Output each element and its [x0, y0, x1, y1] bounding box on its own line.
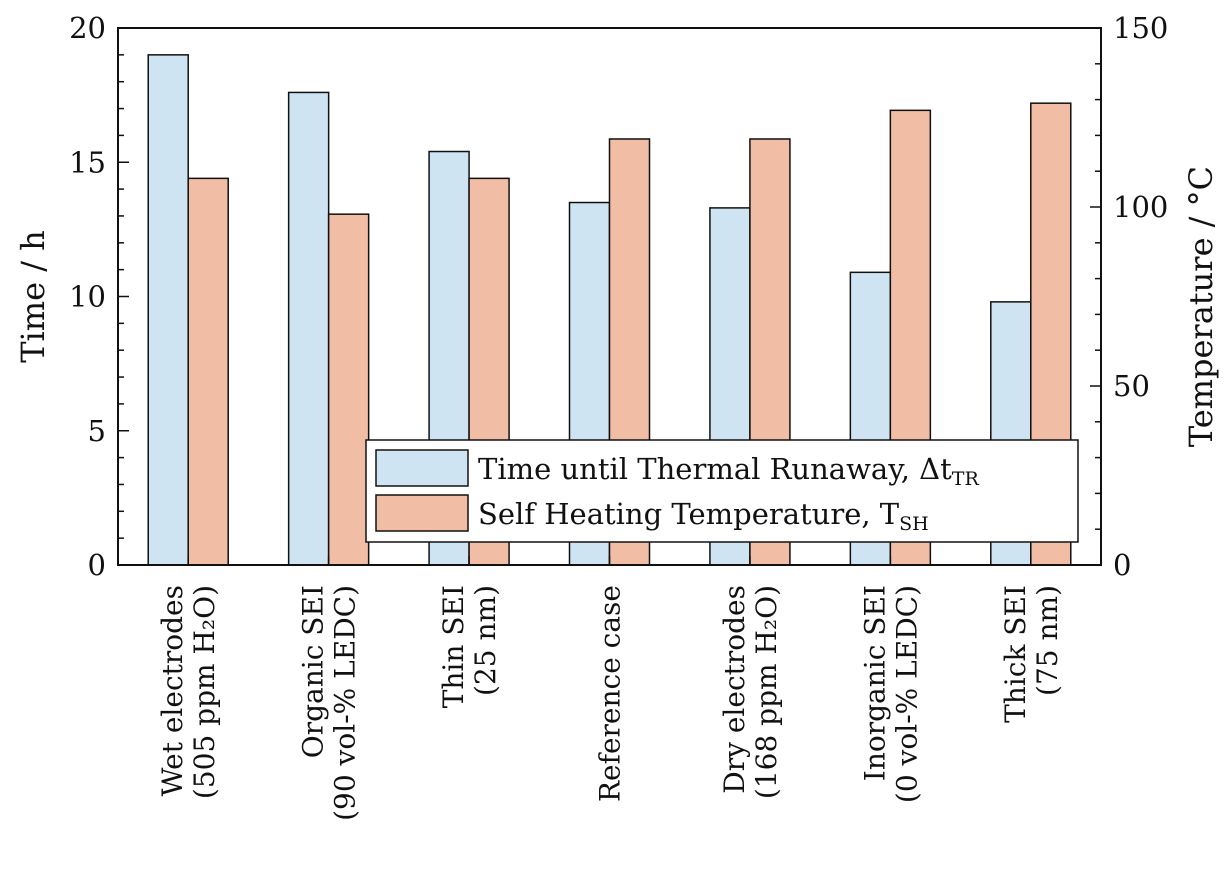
bar-temperature-1 [327, 213, 370, 566]
legend-items: Time until Thermal Runaway, ΔtTR Self Hea… [375, 449, 979, 535]
bar-time-0 [147, 54, 189, 566]
legend-label: Time until Thermal Runaway, ΔtTR [478, 452, 979, 490]
y-axis-right-title: Temperature / °C [1182, 166, 1220, 447]
x-category-label: Thick SEI(75 nm) [999, 585, 1064, 723]
x-category-label: Organic SEI(90 vol-% LEDC) [297, 585, 362, 821]
y-right-tick-label: 0 [1113, 548, 1131, 582]
y-axis-title: Time / h [14, 230, 52, 363]
y-right-tick-label: 150 [1113, 11, 1168, 45]
category-labels: Wet electrodes(505 ppm H₂O) Organic SEI(9… [156, 585, 1064, 821]
ticks-layer: 0 5 10 15 20 0 50 100 150 [69, 11, 1168, 582]
legend-swatch [375, 494, 469, 532]
legend: Time until Thermal Runaway, ΔtTR Self Hea… [365, 439, 1079, 543]
y-right-tick-label: 50 [1113, 369, 1150, 403]
legend-label: Self Heating Temperature, TSH [478, 497, 929, 535]
y-tick-label: 5 [88, 414, 106, 448]
legend-box [365, 439, 1079, 543]
bar-temperature-0 [187, 177, 229, 566]
y-tick-label: 0 [88, 548, 106, 582]
x-category-label: Reference case [594, 585, 627, 802]
bar-time-1 [287, 91, 330, 566]
x-category-label: Wet electrodes(505 ppm H₂O) [156, 585, 221, 799]
legend-swatch [375, 449, 469, 487]
y-tick-label: 20 [69, 11, 106, 45]
y-tick-label: 15 [69, 145, 106, 179]
x-category-label: Thin SEI(25 nm) [437, 585, 502, 708]
x-category-label: Inorganic SEI(0 vol-% LEDC) [858, 585, 923, 803]
y-right-tick-label: 100 [1113, 190, 1168, 224]
y-tick-label: 10 [69, 280, 106, 314]
x-category-label: Dry electrodes(168 ppm H₂O) [718, 585, 783, 799]
